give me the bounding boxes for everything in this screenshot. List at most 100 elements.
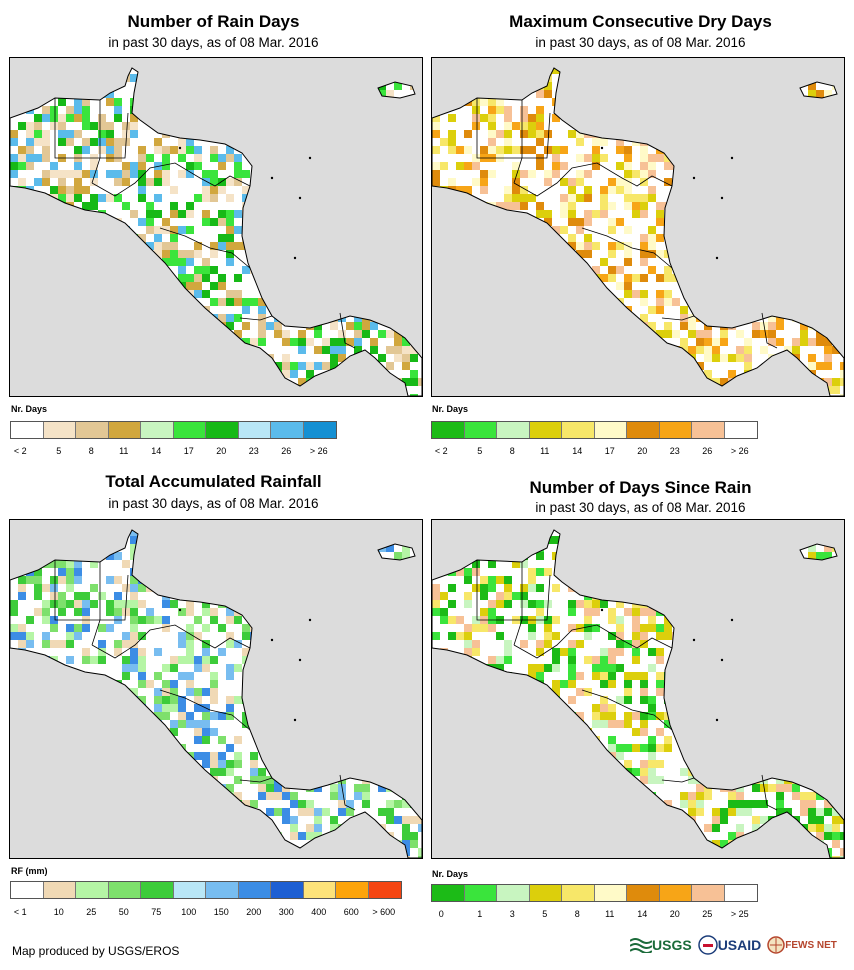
data-cell <box>680 608 688 616</box>
data-cell <box>448 672 456 680</box>
data-cell <box>386 696 394 704</box>
data-cell <box>66 90 74 98</box>
data-cell <box>386 832 394 840</box>
data-cell <box>600 848 608 856</box>
data-cell <box>640 170 648 178</box>
data-cell <box>728 186 736 194</box>
data-cell <box>480 736 488 744</box>
data-cell <box>480 370 488 378</box>
data-cell <box>34 520 42 528</box>
data-cell <box>130 130 138 138</box>
data-cell <box>58 832 66 840</box>
legend-swatch <box>594 422 627 438</box>
data-cell <box>98 362 106 370</box>
data-cell <box>432 114 440 122</box>
data-cell <box>792 560 800 568</box>
data-cell <box>298 648 306 656</box>
data-cell <box>338 656 346 664</box>
data-cell <box>488 624 496 632</box>
data-cell <box>576 194 584 202</box>
data-cell <box>464 592 472 600</box>
data-cell <box>520 600 528 608</box>
data-cell <box>186 90 194 98</box>
data-cell <box>386 130 394 138</box>
data-cell <box>784 544 792 552</box>
data-cell <box>624 226 632 234</box>
data-cell <box>512 202 520 210</box>
map-rain-days[interactable] <box>9 57 423 397</box>
data-cell <box>648 162 656 170</box>
data-cell <box>378 202 386 210</box>
data-cell <box>282 362 290 370</box>
data-cell <box>66 138 74 146</box>
data-cell <box>266 688 274 696</box>
data-cell <box>410 194 418 202</box>
data-cell <box>704 122 712 130</box>
data-cell <box>234 832 242 840</box>
panel-dry-days: Maximum Consecutive Dry Days in past 30 … <box>427 0 854 485</box>
data-cell <box>274 298 282 306</box>
data-cell <box>66 560 74 568</box>
data-cell <box>218 520 226 528</box>
data-cell <box>242 808 250 816</box>
data-cell <box>728 370 736 378</box>
data-cell <box>362 824 370 832</box>
data-cell <box>170 688 178 696</box>
data-cell <box>640 82 648 90</box>
data-cell <box>18 824 26 832</box>
data-cell <box>146 552 154 560</box>
data-cell <box>266 162 274 170</box>
data-cell <box>736 90 744 98</box>
data-cell <box>608 752 616 760</box>
data-cell <box>440 322 448 330</box>
data-cell <box>154 616 162 624</box>
data-cell <box>800 744 808 752</box>
data-cell <box>114 354 122 362</box>
data-cell <box>74 386 82 394</box>
data-cell <box>226 616 234 624</box>
data-cell <box>82 338 90 346</box>
data-cell <box>282 544 290 552</box>
data-cell <box>90 226 98 234</box>
legend-label: 26 <box>281 446 292 456</box>
data-cell <box>520 530 528 536</box>
data-cell <box>82 298 90 306</box>
data-cell <box>584 154 592 162</box>
data-cell <box>282 808 290 816</box>
data-cell <box>432 656 440 664</box>
data-cell <box>362 832 370 840</box>
data-cell <box>568 608 576 616</box>
data-cell <box>138 656 146 664</box>
data-cell <box>362 314 370 322</box>
data-cell <box>584 186 592 194</box>
data-cell <box>194 322 202 330</box>
data-cell <box>824 74 832 82</box>
data-cell <box>808 394 816 396</box>
map-total-rainfall[interactable] <box>9 519 423 859</box>
data-cell <box>322 266 330 274</box>
data-cell <box>178 536 186 544</box>
data-cell <box>688 250 696 258</box>
data-cell <box>512 378 520 386</box>
map-days-since-rain[interactable] <box>431 519 845 859</box>
data-cell <box>696 520 704 528</box>
data-cell <box>456 530 464 536</box>
data-cell <box>816 106 824 114</box>
data-cell <box>832 186 840 194</box>
data-cell <box>266 378 274 386</box>
data-cell <box>816 274 824 282</box>
data-cell <box>536 720 544 728</box>
data-cell <box>418 74 422 82</box>
data-cell <box>496 552 504 560</box>
data-cell <box>744 840 752 848</box>
data-cell <box>378 394 386 396</box>
data-cell <box>440 138 448 146</box>
data-cell <box>114 370 122 378</box>
data-cell <box>824 760 832 768</box>
data-cell <box>520 130 528 138</box>
data-cell <box>322 138 330 146</box>
data-cell <box>504 696 512 704</box>
map-dry-days[interactable] <box>431 57 845 397</box>
data-cell <box>672 648 680 656</box>
panel-subtitle: in past 30 days, as of 08 Mar. 2016 <box>535 35 746 50</box>
